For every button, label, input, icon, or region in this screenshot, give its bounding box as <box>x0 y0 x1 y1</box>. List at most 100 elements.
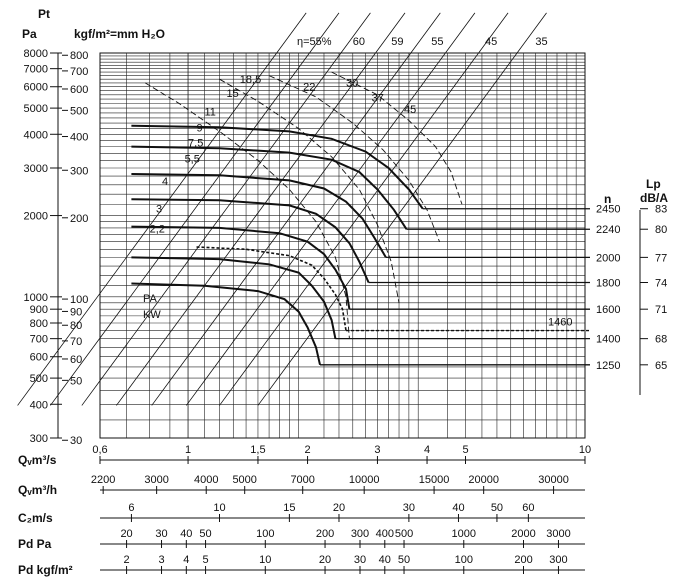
curve-n-1400 <box>131 256 337 339</box>
diag-line-7 <box>257 12 547 406</box>
power-label-7: 3 <box>156 204 162 216</box>
c2-tick-0: 6 <box>128 502 134 514</box>
lp-label-74: 74 <box>655 277 667 289</box>
pdpa-tick-6: 300 <box>351 528 369 540</box>
lp-label-71: 71 <box>655 304 667 316</box>
lp-label-80: 80 <box>655 224 667 236</box>
qv-tick-1: 1 <box>185 444 191 456</box>
curve-n-1250 <box>131 282 321 366</box>
qh-tick-6: 15000 <box>419 474 450 486</box>
pa-tick-1: 7000 <box>24 64 48 76</box>
pdkgf-tick-4: 10 <box>259 554 271 566</box>
eff-contour-3 <box>331 71 463 205</box>
c2-tick-7: 60 <box>522 502 534 514</box>
pa-tick-12: 500 <box>30 373 48 385</box>
qh-tick-2: 4000 <box>194 474 218 486</box>
speed-label-2450: 2450 <box>596 204 620 216</box>
power-label-6: 4 <box>162 176 168 188</box>
pdpa-tick-9: 1000 <box>452 528 476 540</box>
curve-n-1600 <box>131 225 351 310</box>
pa-tick-7: 1000 <box>24 292 48 304</box>
curve-n-2450 <box>131 124 424 210</box>
curve-n-1800 <box>131 198 370 283</box>
kgf-tick-13: 30 <box>70 435 82 447</box>
pt-label: Pt <box>38 7 50 21</box>
eff-label-45: 45 <box>485 36 497 48</box>
lp-label-68: 68 <box>655 334 667 346</box>
diag-line-5 <box>186 12 476 406</box>
kgf-tick-9: 80 <box>70 320 82 332</box>
pdkgf-tick-5: 20 <box>319 554 331 566</box>
pa-unit-label: Pa <box>22 27 37 41</box>
plot-frame <box>99 52 586 439</box>
power-label-0: 18,5 <box>240 74 261 86</box>
kgf-tick-6: 200 <box>70 213 88 225</box>
eff-label-55: 55 <box>431 36 443 48</box>
curve-labels: 18,515 119 7,5 5,5 4 3 2,2 22 30 37 45 60 59 55 45 35 <box>150 36 548 236</box>
power-label-11: 37 <box>372 92 384 104</box>
eff-label-35: 35 <box>535 36 547 48</box>
qh-tick-1: 3000 <box>144 474 168 486</box>
pa-tick-14: 300 <box>30 433 48 445</box>
qv-axis-label: Qᵥm³/s <box>18 453 57 467</box>
eff-contour-2 <box>268 75 440 242</box>
lp-label: Lp <box>646 177 661 191</box>
qh-axis-label: Qᵥm³/h <box>18 483 57 497</box>
pa-tick-4: 4000 <box>24 129 48 141</box>
pa-tick-6: 2000 <box>24 211 48 223</box>
kgf-tick-12: 50 <box>70 375 82 387</box>
performance-curves <box>131 124 424 366</box>
pdkgf-tick-2: 4 <box>183 554 189 566</box>
kgf-tick-10: 70 <box>70 336 82 348</box>
power-label-9: 22 <box>303 82 315 94</box>
qv-tick-3: 2 <box>304 444 310 456</box>
pdkgf-tick-0: 2 <box>124 554 130 566</box>
pdkgf-tick-8: 50 <box>398 554 410 566</box>
kgf-unit-label: kgf/m²=mm H₂O <box>74 27 165 41</box>
eff-contour-0 <box>144 82 350 339</box>
diag-line-4 <box>151 12 441 406</box>
lp-unit-label: dB/A <box>640 191 668 205</box>
kgf-tick-7: 100 <box>70 294 88 306</box>
pa-tick-9: 800 <box>30 318 48 330</box>
speed-label-1250: 1250 <box>596 360 620 372</box>
diag-line-3 <box>116 12 406 406</box>
kw-curve-label: KW <box>143 309 161 321</box>
lp-label-77: 77 <box>655 252 667 264</box>
qv-tick-6: 5 <box>462 444 468 456</box>
pdkgf-tick-10: 200 <box>514 554 532 566</box>
speed-label-1800: 1800 <box>596 277 620 289</box>
qh-tick-0: 2200 <box>91 474 115 486</box>
pdpa-tick-3: 50 <box>199 528 211 540</box>
pdpa-tick-10: 2000 <box>511 528 535 540</box>
qv-tick-7: 10 <box>579 444 591 456</box>
qh-tick-7: 20000 <box>468 474 499 486</box>
speed-label-1600: 1600 <box>596 304 620 316</box>
curve-n-2000 <box>131 173 387 258</box>
speed-label-special: 1460 <box>548 317 572 329</box>
power-label-10: 30 <box>346 78 358 90</box>
kgf-tick-0: 800 <box>70 50 88 62</box>
grid-lines <box>99 52 586 439</box>
power-label-5: 5,5 <box>185 153 200 165</box>
diag-line-6 <box>219 12 509 406</box>
pa-tick-2: 6000 <box>24 82 48 94</box>
pdkgf-tick-3: 5 <box>202 554 208 566</box>
kgf-tick-8: 90 <box>70 306 82 318</box>
c2-tick-1: 10 <box>213 502 225 514</box>
n-label: n <box>604 192 611 206</box>
pdpa-tick-0: 20 <box>120 528 132 540</box>
pdkgf-tick-7: 40 <box>379 554 391 566</box>
power-label-4: 7,5 <box>188 138 203 150</box>
pdpa-tick-5: 200 <box>316 528 334 540</box>
qh-tick-5: 10000 <box>349 474 380 486</box>
pdpa-tick-7: 400 <box>376 528 394 540</box>
qv-tick-5: 4 <box>424 444 430 456</box>
pdkgf-tick-6: 30 <box>354 554 366 566</box>
qh-tick-8: 30000 <box>538 474 569 486</box>
diag-line-1 <box>50 12 340 406</box>
diag-line-0 <box>17 12 307 406</box>
pa-tick-0: 8000 <box>24 48 48 60</box>
